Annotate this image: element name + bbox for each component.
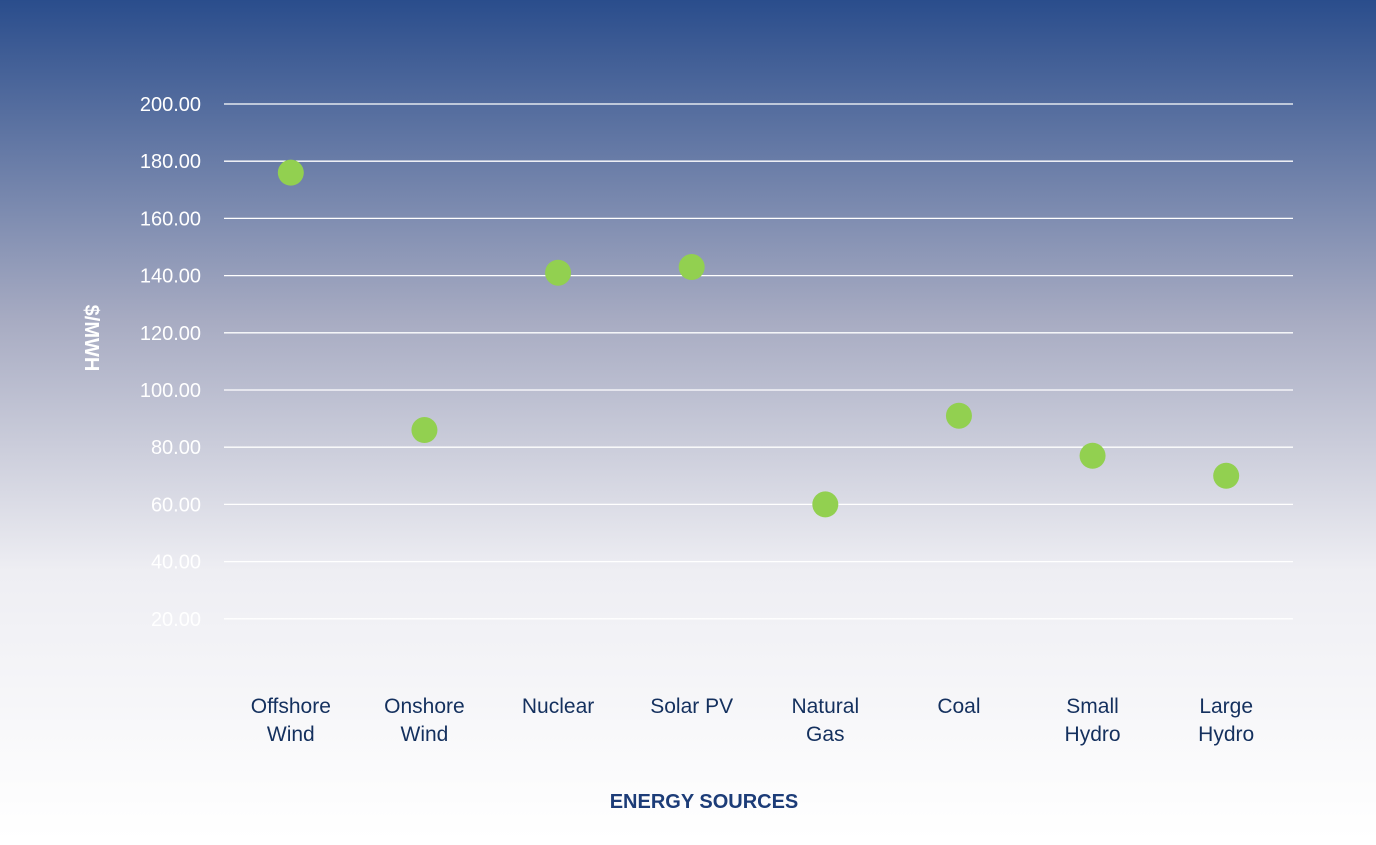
x-tick-label: Nuclear (522, 695, 594, 718)
x-tick-label-line: Onshore (384, 695, 465, 718)
data-point (411, 417, 438, 444)
x-tick-label-line: Natural (791, 695, 859, 718)
x-tick-label: Small Hydro (1065, 695, 1121, 746)
x-tick-label: Onshore Wind (384, 695, 465, 746)
y-tick-label: 140.00 (140, 266, 201, 288)
data-point (678, 254, 705, 281)
y-tick-label: 160.00 (140, 208, 201, 230)
grid-layer (224, 103, 1293, 620)
x-tick-label: Solar PV (650, 695, 733, 718)
x-tick-label-line: Solar PV (650, 695, 733, 718)
y-tick-labels: 20.00 40.00 60.00 80.00 100.00 120.00 140.00 16… (140, 94, 201, 631)
y-tick-label: 100.00 (140, 380, 201, 402)
y-tick-label: 40.00 (151, 552, 201, 574)
x-tick-label: Natural Gas (791, 695, 859, 746)
x-tick-label-line: Hydro (1065, 723, 1121, 746)
y-axis-title: $/MWH (80, 305, 102, 372)
data-points (277, 159, 1240, 518)
data-point (1213, 462, 1240, 489)
x-tick-label-line: Nuclear (522, 695, 594, 718)
data-point (1079, 442, 1106, 469)
x-tick-label-line: Small (1066, 695, 1119, 718)
x-tick-label: Offshore Wind (251, 695, 331, 746)
data-point (277, 159, 304, 186)
x-tick-label-line: Coal (937, 695, 980, 718)
x-tick-label-line: Gas (806, 723, 845, 746)
y-tick-label: 120.00 (140, 323, 201, 345)
x-tick-label-line: Hydro (1198, 723, 1254, 746)
x-tick-label-line: Wind (267, 723, 315, 746)
x-axis-title: ENERGY SOURCES (610, 791, 799, 813)
y-tick-label: 20.00 (151, 609, 201, 631)
y-tick-label: 200.00 (140, 94, 201, 116)
x-tick-label-line: Large (1199, 695, 1253, 718)
y-tick-label: 80.00 (151, 437, 201, 459)
x-tick-label-line: Wind (401, 723, 449, 746)
x-tick-label: Coal (937, 695, 980, 718)
x-tick-labels: Offshore Wind Onshore Wind Nuclear Solar PV Na… (251, 695, 1254, 746)
data-point (545, 259, 572, 286)
data-point (812, 491, 839, 518)
data-point (945, 402, 972, 429)
x-tick-label-line: Offshore (251, 695, 331, 718)
y-tick-label: 180.00 (140, 151, 201, 173)
x-tick-label: Large Hydro (1198, 695, 1254, 746)
y-tick-label: 60.00 (151, 494, 201, 516)
